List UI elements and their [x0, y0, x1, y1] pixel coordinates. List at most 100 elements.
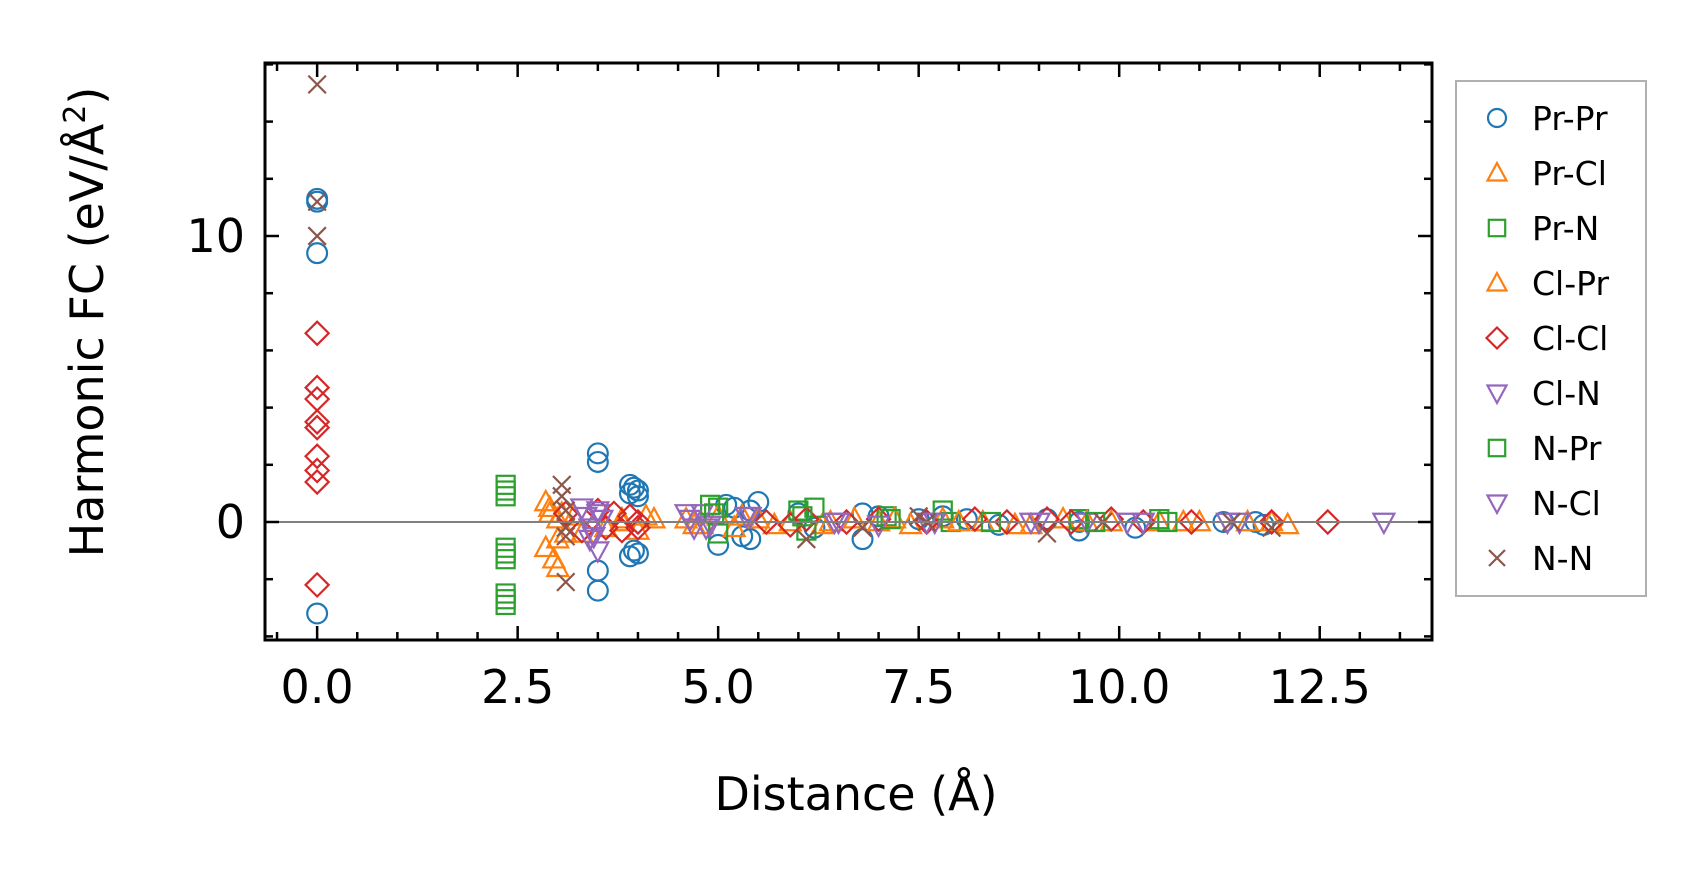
point-pr-pr [1124, 516, 1147, 539]
point-n-cl [914, 512, 939, 536]
point-pr-pr [306, 602, 329, 625]
point-pr-cl [745, 505, 771, 529]
y-axis-label-superscript: 2 [58, 105, 93, 124]
series-pr-cl [533, 488, 1300, 578]
x-tick-label: 5.0 [682, 660, 755, 714]
point-pr-cl [609, 505, 635, 529]
point-cl-n [689, 504, 715, 527]
point-pr-n [788, 500, 809, 521]
legend-marker-icon [1487, 438, 1507, 458]
point-pr-pr [626, 479, 649, 502]
point-cl-n [1130, 512, 1156, 536]
x-tick-label: 0.0 [281, 660, 354, 714]
point-n-n [552, 486, 572, 506]
legend-marker-icon [1488, 549, 1506, 567]
series-pr-n [495, 474, 1170, 616]
point-cl-pr [1171, 508, 1196, 532]
legend-label: N-N [1532, 539, 1593, 578]
point-cl-cl [304, 374, 331, 401]
x-tick-label: 10.0 [1068, 660, 1170, 714]
point-n-cl [585, 504, 611, 527]
point-cl-cl [753, 508, 780, 536]
y-axis-label-close: ) [60, 87, 114, 105]
point-pr-n [495, 543, 516, 564]
point-cl-cl [616, 503, 644, 530]
legend-marker-icon [1485, 160, 1509, 182]
point-pr-pr [955, 508, 978, 531]
y-tick-label: 0 [216, 495, 245, 549]
point-pr-cl [545, 554, 571, 578]
point-pr-pr [586, 579, 609, 602]
point-cl-cl [304, 408, 331, 436]
point-n-cl [1114, 512, 1140, 536]
point-pr-pr [626, 485, 649, 508]
point-cl-cl [1178, 508, 1205, 536]
point-n-pr [880, 509, 901, 530]
point-n-n [556, 572, 576, 592]
point-pr-pr [622, 539, 645, 562]
y-tick-label: 10 [186, 209, 245, 263]
x-axis-label: Distance (Å) [714, 767, 997, 821]
legend-entry-n-cl: N-Cl [1485, 484, 1601, 523]
point-cl-n [573, 506, 599, 530]
point-cl-cl [793, 506, 820, 533]
point-pr-pr [586, 442, 609, 465]
point-pr-cl [842, 505, 867, 529]
legend-marker-icon [1484, 325, 1510, 351]
point-n-n [796, 529, 816, 549]
legend-entry-cl-pr: Cl-Pr [1485, 264, 1609, 303]
point-n-cl [693, 518, 719, 542]
legend-label: Pr-Pr [1532, 99, 1608, 138]
point-cl-pr [537, 494, 563, 518]
legend-label: Cl-Cl [1532, 319, 1608, 358]
point-n-cl [577, 529, 603, 553]
x-tick-label: 2.5 [481, 660, 554, 714]
point-pr-cl [810, 511, 835, 535]
point-cl-cl [304, 414, 331, 441]
point-cl-cl [624, 508, 652, 536]
point-cl-cl [304, 457, 331, 484]
axis-ticks [265, 63, 1432, 640]
point-cl-pr [1259, 508, 1284, 532]
legend-label: Cl-Pr [1532, 264, 1609, 303]
point-pr-pr [626, 542, 649, 565]
series-pr-pr [306, 187, 1275, 625]
plot-frame [263, 61, 1434, 642]
point-cl-cl [1258, 508, 1285, 536]
point-pr-n [495, 583, 516, 604]
point-pr-pr [707, 533, 730, 556]
point-n-pr [792, 506, 813, 527]
point-pr-pr [851, 528, 874, 551]
point-cl-n [1371, 512, 1397, 536]
legend-marker-icon [1486, 107, 1508, 129]
point-pr-n [495, 589, 516, 610]
point-pr-cl [1187, 508, 1212, 532]
y-axis-label-main: Harmonic FC (eV/Å [60, 123, 114, 557]
point-n-n [307, 226, 327, 246]
point-pr-n [495, 480, 516, 501]
point-n-cl [1026, 512, 1052, 536]
point-cl-cl [304, 468, 331, 496]
legend-entry-pr-n: Pr-N [1487, 209, 1599, 248]
point-pr-n [495, 549, 516, 570]
legend-entry-cl-cl: Cl-Cl [1484, 319, 1608, 358]
x-tick-label: 12.5 [1269, 660, 1371, 714]
legend-entry-pr-pr: Pr-Pr [1486, 99, 1608, 138]
point-cl-cl [1314, 508, 1341, 536]
point-pr-n [1068, 509, 1090, 530]
point-n-n [307, 74, 327, 94]
point-pr-n [495, 486, 516, 507]
point-cl-cl [552, 500, 579, 527]
legend-label: Cl-N [1532, 374, 1601, 413]
legend-entry-n-pr: N-Pr [1487, 429, 1602, 468]
data-marks [304, 74, 1397, 625]
point-pr-n [495, 594, 516, 616]
legend-entry-cl-n: Cl-N [1485, 374, 1601, 413]
point-pr-pr [306, 242, 329, 265]
point-pr-cl [1235, 508, 1260, 532]
point-pr-n [495, 474, 516, 495]
legend-label: Pr-N [1532, 209, 1599, 248]
legend-label: Pr-Cl [1532, 154, 1607, 193]
point-cl-cl [304, 571, 331, 599]
